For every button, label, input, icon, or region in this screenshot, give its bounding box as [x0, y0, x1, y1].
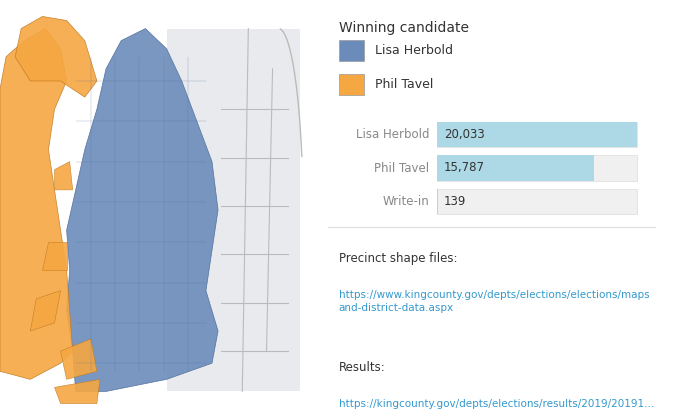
Text: 139: 139 [444, 195, 466, 208]
Polygon shape [55, 379, 100, 404]
FancyBboxPatch shape [437, 189, 438, 214]
Text: https://kingcounty.gov/depts/elections/results/2019/20191...: https://kingcounty.gov/depts/elections/r… [339, 399, 654, 409]
Polygon shape [67, 29, 218, 391]
FancyBboxPatch shape [339, 74, 364, 94]
Polygon shape [15, 16, 97, 97]
FancyBboxPatch shape [437, 155, 594, 181]
Polygon shape [61, 339, 97, 379]
FancyBboxPatch shape [437, 189, 637, 214]
FancyBboxPatch shape [437, 122, 637, 147]
Polygon shape [0, 29, 73, 379]
Polygon shape [30, 291, 61, 331]
Polygon shape [55, 162, 73, 190]
Text: https://www.kingcounty.gov/depts/elections/elections/maps
and-district-data.aspx: https://www.kingcounty.gov/depts/electio… [339, 290, 649, 313]
Text: Results:: Results: [339, 361, 386, 374]
Text: Precinct shape files:: Precinct shape files: [339, 252, 457, 265]
Text: 15,787: 15,787 [444, 162, 485, 174]
Text: Lisa Herbold: Lisa Herbold [356, 128, 429, 141]
FancyBboxPatch shape [167, 29, 300, 391]
Text: Phil Tavel: Phil Tavel [375, 78, 433, 90]
FancyBboxPatch shape [339, 40, 364, 61]
Text: Write-in: Write-in [383, 195, 429, 208]
Text: 20,033: 20,033 [444, 128, 485, 141]
Text: Phil Tavel: Phil Tavel [374, 162, 429, 174]
Text: Winning candidate: Winning candidate [339, 21, 468, 35]
Text: Lisa Herbold: Lisa Herbold [375, 44, 453, 57]
FancyBboxPatch shape [437, 155, 637, 181]
FancyBboxPatch shape [437, 122, 637, 147]
Polygon shape [42, 242, 67, 270]
